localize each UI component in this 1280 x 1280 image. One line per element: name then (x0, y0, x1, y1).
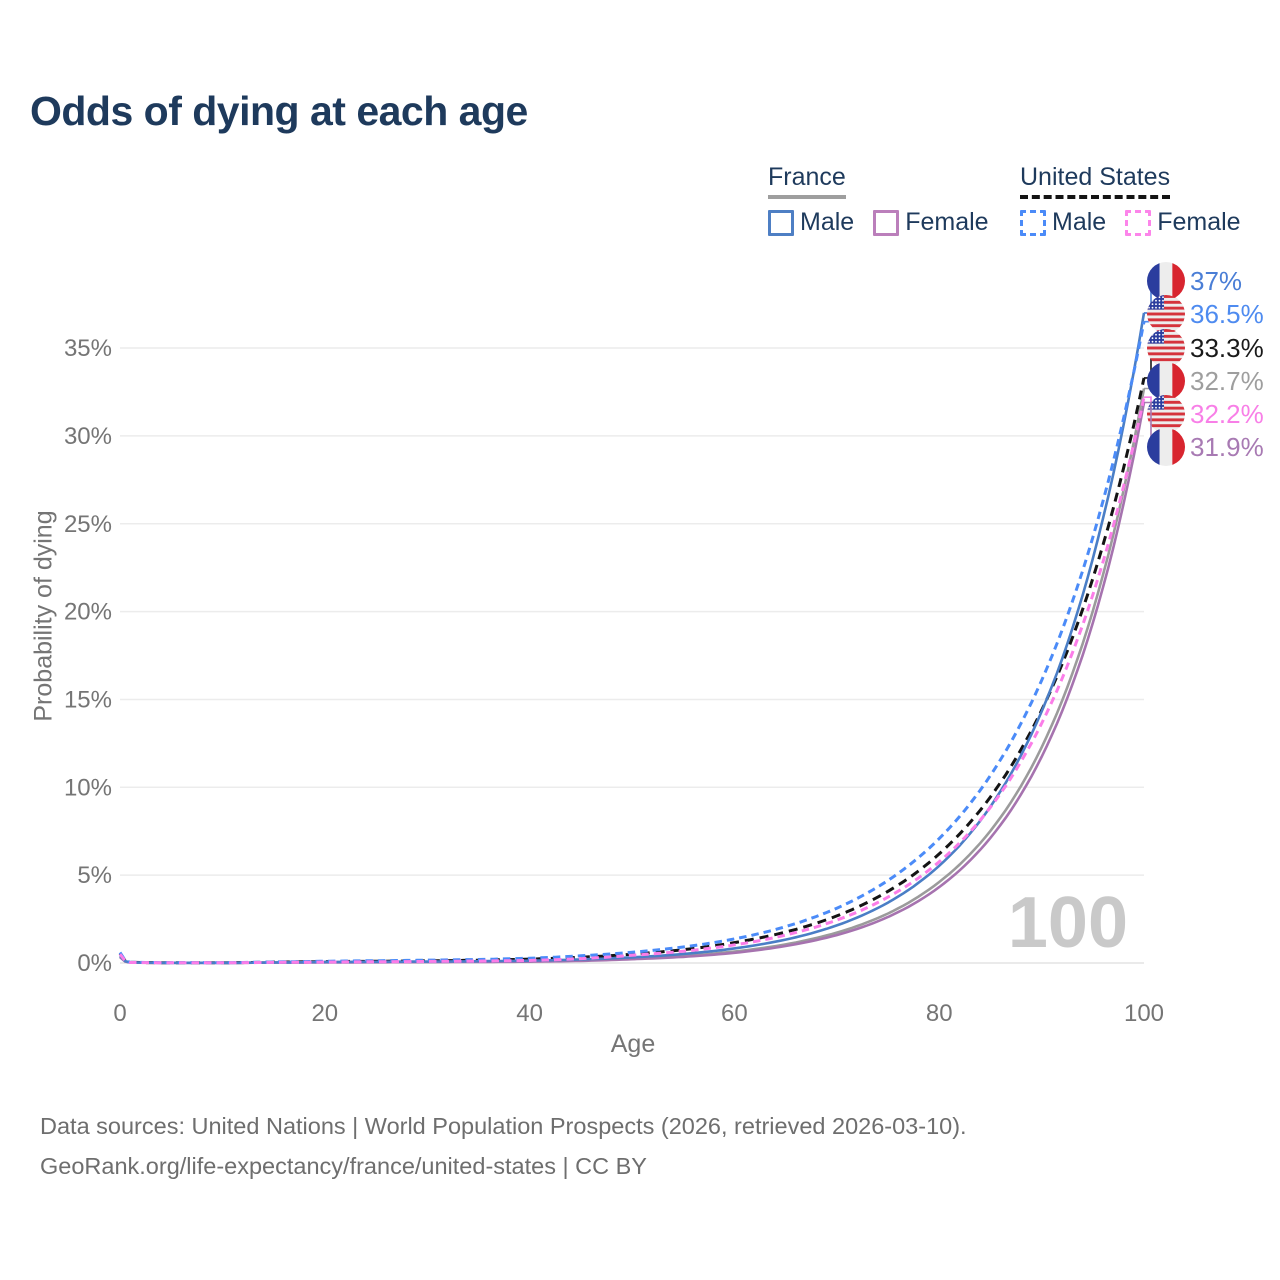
legend-label-france-female: Female (905, 208, 989, 236)
legend-item-france-female[interactable]: Female (873, 208, 989, 237)
y-tick-label: 15% (64, 686, 112, 713)
end-label-value: 32.7% (1190, 366, 1264, 396)
end-label-value: 37% (1190, 266, 1242, 296)
x-tick-label: 100 (1124, 1000, 1164, 1027)
legend-swatch-us-male (1020, 209, 1046, 236)
y-tick-label: 0% (77, 950, 112, 977)
legend-item-us-female[interactable]: Female (1125, 208, 1241, 237)
flag-icon-united-states (1147, 395, 1185, 433)
x-tick-label: 40 (516, 1000, 543, 1027)
legend-group-france: France Male Female (768, 163, 989, 237)
y-tick-label: 5% (77, 862, 112, 889)
footer-attribution: GeoRank.org/life-expectancy/france/unite… (40, 1153, 647, 1179)
x-tick-label: 20 (311, 1000, 338, 1027)
x-axis-title: Age (610, 1030, 656, 1058)
end-labels: 37%36.5% 33.3%32.7%32.2%31.9% (1144, 262, 1264, 466)
series-line-france-both (119, 388, 1146, 965)
end-label-value: 36.5% (1190, 299, 1264, 329)
x-tick-label: 60 (721, 1000, 748, 1027)
y-tick-label: 25% (64, 511, 112, 538)
legend-swatch-france-female (873, 209, 900, 236)
y-tick-label: 10% (64, 774, 112, 801)
series-line-france-female (119, 402, 1146, 965)
series-line-france-male (119, 312, 1146, 965)
y-tick-label: 35% (64, 335, 112, 362)
legend-country-france[interactable]: France (768, 163, 846, 199)
legend-label-us-female: Female (1157, 208, 1241, 236)
legend-label-us-male: Male (1052, 208, 1107, 236)
flag-icon-united-states (1147, 295, 1185, 333)
chart-title: Odds of dying at each age (30, 88, 528, 134)
legend-swatch-france-male (768, 209, 794, 236)
x-tick-label: 0 (113, 1000, 126, 1027)
end-label-value: 33.3% (1190, 333, 1264, 363)
x-tick-label: 80 (926, 1000, 953, 1027)
legend-item-us-male[interactable]: Male (1020, 208, 1106, 237)
end-label-value: 31.9% (1190, 432, 1264, 462)
y-axis-title: Probability of dying (29, 510, 58, 722)
series-line-united-states-female (118, 396, 1146, 965)
flag-icon-france (1147, 362, 1185, 400)
series-line-united-states-male (118, 321, 1146, 965)
age-watermark: 100 (1008, 883, 1128, 963)
footer-data-sources: Data sources: United Nations | World Pop… (40, 1113, 967, 1139)
y-tick-label: 20% (64, 599, 112, 626)
gridlines (120, 347, 1144, 964)
footer: Data sources: United Nations | World Pop… (40, 1106, 967, 1186)
end-label-value: 32.2% (1190, 399, 1264, 429)
legend-label-france-male: Male (800, 208, 855, 236)
flag-icon-france (1147, 262, 1185, 300)
legend-swatch-us-female (1125, 209, 1152, 236)
flag-icon-france (1147, 428, 1185, 466)
y-tick-label: 30% (64, 423, 112, 450)
legend-country-united-states[interactable]: United States (1020, 163, 1171, 199)
axis-tick-labels: 0% 5% 10% 15% 20% 25% 30% 35% 0 20 40 60 80 100 (64, 335, 1164, 1027)
flag-icon-united-states (1147, 329, 1185, 367)
legend-group-united-states: United States Male Female (1020, 163, 1241, 237)
legend-item-france-male[interactable]: Male (768, 208, 854, 237)
series-lines (118, 312, 1146, 965)
